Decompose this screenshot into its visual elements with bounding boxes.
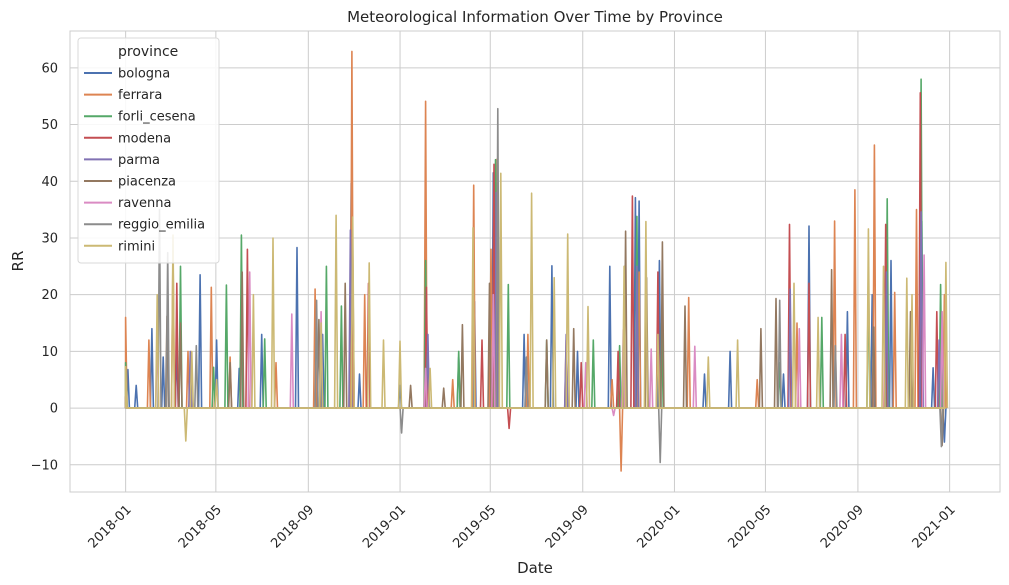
legend-title: province <box>118 44 178 60</box>
legend-entry: bologna <box>118 67 170 82</box>
legend-entry: piacenza <box>118 175 176 190</box>
chart-title: Meteorological Information Over Time by … <box>347 8 723 26</box>
x-axis-label: Date <box>517 559 553 577</box>
legend-entry: ferrara <box>118 88 162 103</box>
y-tick-label: 50 <box>41 118 58 133</box>
series-line-rimini <box>124 172 949 442</box>
y-tick-label: 10 <box>41 345 58 360</box>
legend-entry: forli_cesena <box>118 110 196 125</box>
legend-entry: rimini <box>118 239 155 254</box>
legend-entry: reggio_emilia <box>118 218 205 233</box>
series-lines <box>124 50 949 472</box>
y-tick-label: 40 <box>41 175 58 190</box>
legend-box <box>77 37 220 264</box>
y-tick-label: 60 <box>41 61 58 76</box>
legend-entry: modena <box>118 131 171 146</box>
y-axis-label: RR <box>9 251 27 272</box>
y-tick-label: 30 <box>41 231 58 246</box>
legend: province bologna ferrara forli_cesenamodena… <box>77 37 220 264</box>
y-tick-label: −10 <box>31 458 58 473</box>
grid-lines <box>70 31 1000 492</box>
plot-frame <box>69 30 1001 493</box>
y-tick-label: 0 <box>50 402 58 417</box>
y-tick-label: 20 <box>41 288 58 303</box>
legend-entry: ravenna <box>118 196 171 211</box>
y-axis-ticks: −10 0 10 20 30 40 50 60 <box>31 61 58 473</box>
legend-entry: parma <box>118 153 160 168</box>
